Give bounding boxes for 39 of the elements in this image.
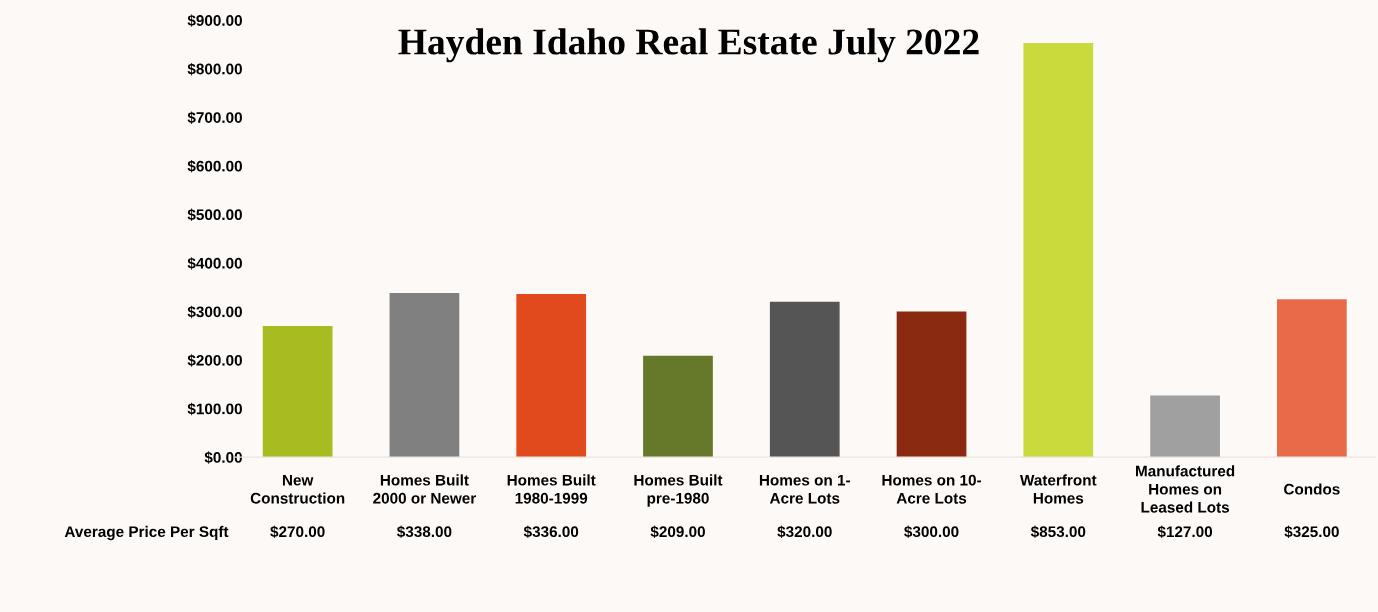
data-label: $338.00 — [397, 525, 452, 539]
data-label: $300.00 — [904, 525, 959, 539]
x-tick-label: Manufactured Homes on Leased Lots — [1136, 465, 1235, 513]
y-tick-label: $500.00 — [187, 208, 242, 222]
text: Average Price Per Sqft — [64, 525, 229, 541]
y-tick-label: $0.00 — [204, 451, 242, 464]
bar — [896, 311, 967, 458]
y-tick-label: $300.00 — [187, 305, 242, 319]
bar — [389, 293, 460, 458]
data-label: $336.00 — [523, 525, 579, 539]
bar — [1023, 43, 1094, 458]
y-tick-label: $400.00 — [187, 257, 242, 270]
y-tick-label: $100.00 — [187, 402, 242, 416]
data-label: $325.00 — [1284, 525, 1339, 539]
bar — [643, 355, 713, 458]
data-label: $209.00 — [650, 525, 705, 539]
bar — [262, 326, 333, 458]
y-tick-label: $800.00 — [187, 62, 242, 76]
y-tick-label: $600.00 — [187, 160, 242, 173]
bar — [516, 294, 587, 458]
x-tick-label: Homes Built 1980-1999 — [507, 474, 596, 504]
bar — [769, 301, 840, 458]
y-tick-label: $200.00 — [187, 354, 242, 367]
y-tick-label: $700.00 — [187, 111, 242, 124]
y-tick-label: $900.00 — [187, 14, 242, 27]
chart-title: Hayden Idaho Real Estate July 2022 — [398, 28, 979, 63]
data-label: $270.00 — [270, 525, 325, 539]
x-tick-label: Condos — [1284, 483, 1340, 495]
x-tick-label: Waterfront Homes — [1019, 474, 1097, 504]
x-tick-label: Homes Built pre-1980 — [634, 474, 723, 507]
x-tick-label: New Construction — [250, 474, 345, 504]
x-tick-label: Homes on 10- Acre Lots — [882, 474, 982, 504]
x-tick-label: Homes Built 2000 or Newer — [373, 474, 476, 504]
bar — [1150, 395, 1220, 458]
x-tick-label: Homes on 1- Acre Lots — [759, 474, 850, 504]
data-label: $853.00 — [1030, 525, 1086, 539]
data-label: $127.00 — [1157, 525, 1213, 539]
bar — [1276, 299, 1347, 458]
data-label: $320.00 — [777, 525, 832, 539]
